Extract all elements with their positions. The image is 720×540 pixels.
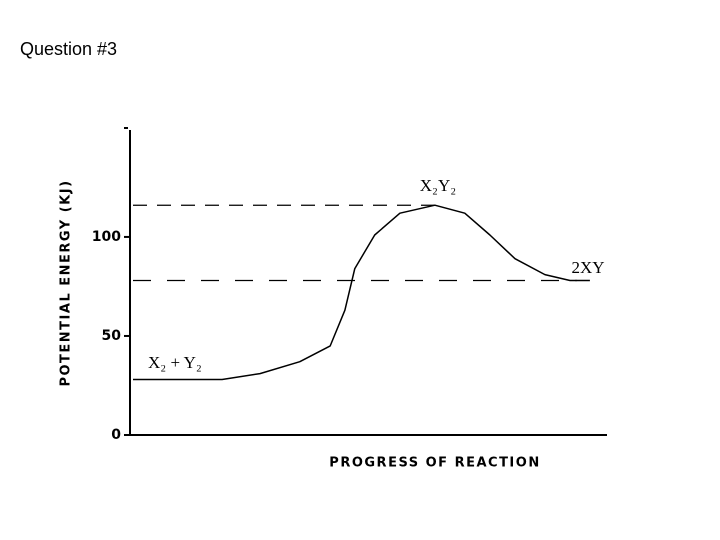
annotation: 2XY [571, 258, 604, 277]
y-tick-label: 0 [111, 427, 121, 443]
annotation: X₂ + Y₂ [148, 353, 202, 372]
energy-curve [133, 204, 590, 381]
y-tick-label: 100 [92, 229, 121, 245]
y-tick-label: 50 [102, 328, 122, 344]
y-axis-label: POTENTIAL ENERGY (KJ) [59, 179, 74, 386]
page-title: Question #3 [20, 39, 117, 59]
annotation: X₂Y₂ [420, 176, 456, 195]
x-axis-label: PROGRESS OF REACTION [329, 456, 540, 471]
